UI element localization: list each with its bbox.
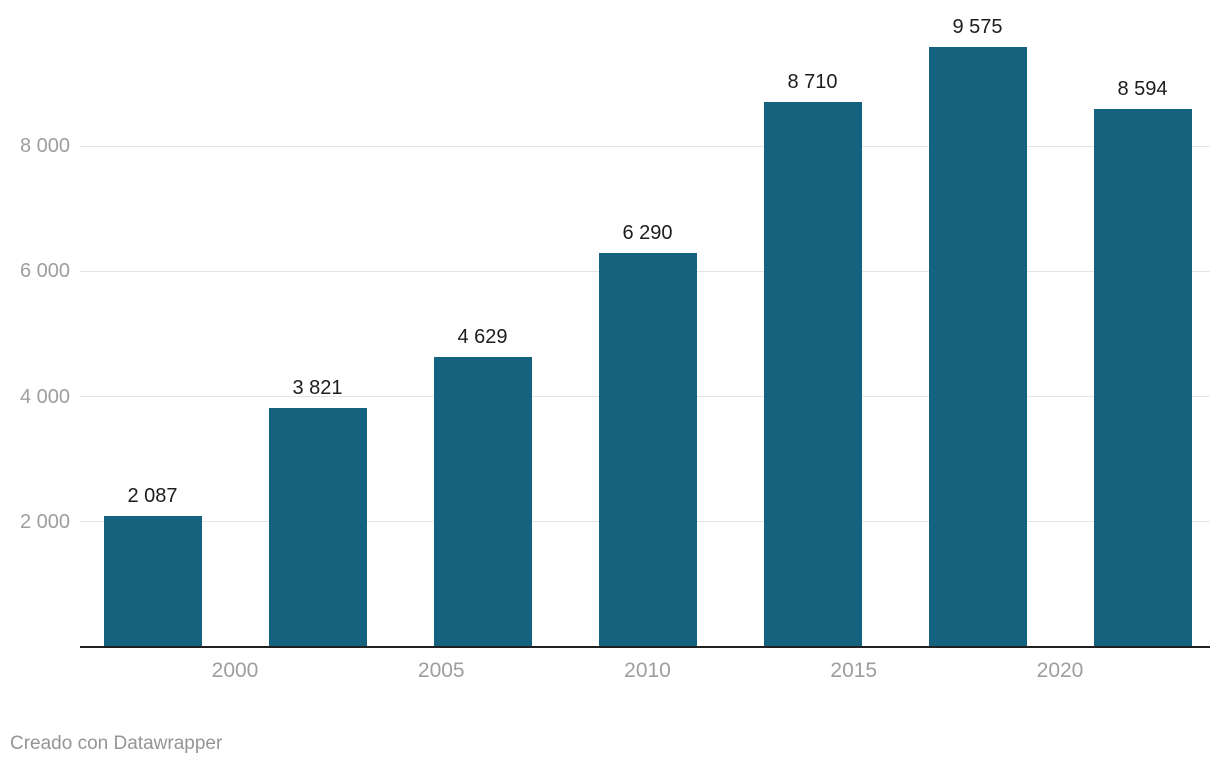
bar-value-label: 4 629 xyxy=(457,326,508,349)
datawrapper-attribution-link[interactable]: Creado con Datawrapper xyxy=(10,733,223,754)
bar[interactable] xyxy=(1093,108,1192,647)
x-axis-tick-label: 2005 xyxy=(417,659,465,682)
y-axis-tick-label: 2 000 xyxy=(19,510,70,533)
y-axis-tick-label: 6 000 xyxy=(19,260,70,283)
y-gridline xyxy=(80,145,1210,147)
bar[interactable] xyxy=(598,253,697,647)
bar-value-label: 2 087 xyxy=(127,485,178,508)
bar[interactable] xyxy=(268,407,367,647)
y-axis-tick-label: 8 000 xyxy=(19,135,70,157)
bar[interactable] xyxy=(763,101,862,647)
y-axis-tick-label: 4 000 xyxy=(19,385,70,408)
bar-value-label: 3 821 xyxy=(292,376,343,399)
x-axis-tick-label: 2015 xyxy=(830,659,878,682)
bar[interactable] xyxy=(433,357,532,647)
bar[interactable] xyxy=(103,516,202,647)
x-axis-tick-label: 2010 xyxy=(624,659,671,682)
bar-value-label: 9 575 xyxy=(952,16,1003,39)
x-axis-tick-label: 2000 xyxy=(211,659,259,682)
x-axis-line xyxy=(80,646,1210,648)
bar-value-label: 6 290 xyxy=(622,222,673,245)
bar-value-label: 8 594 xyxy=(1117,77,1168,100)
bar[interactable] xyxy=(928,47,1027,647)
bar-value-label: 8 710 xyxy=(787,70,838,93)
x-axis-tick-label: 2020 xyxy=(1036,659,1084,682)
